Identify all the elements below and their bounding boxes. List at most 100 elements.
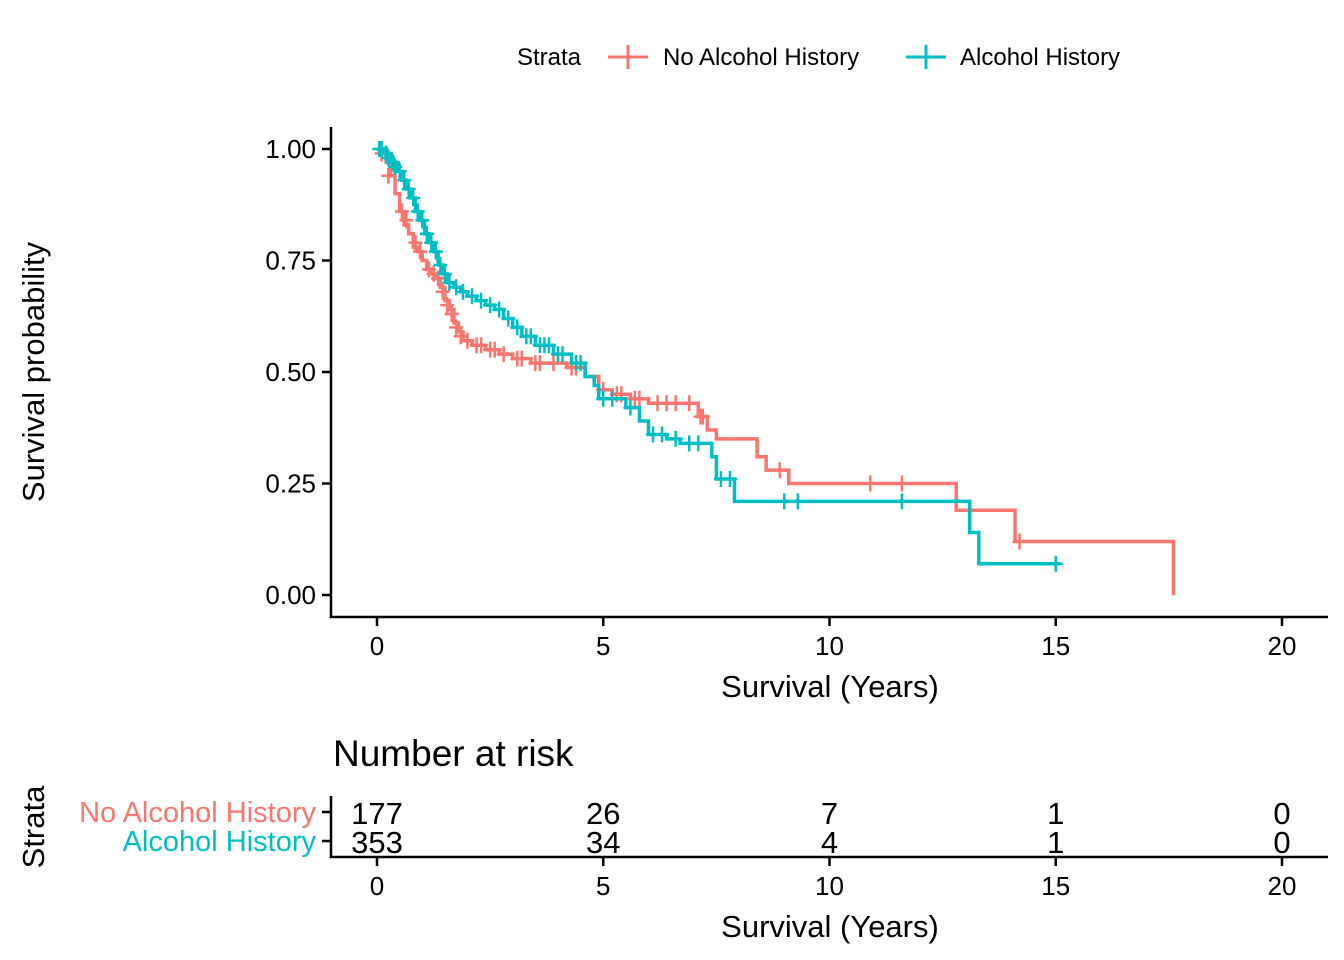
censor-mark [419, 225, 434, 242]
censor-mark [401, 181, 416, 198]
survival-curves [372, 141, 1176, 595]
risk-count: 7 [821, 796, 838, 831]
censor-mark [412, 243, 427, 260]
x-tick-label: 15 [1041, 631, 1070, 661]
risk-count: 1 [1047, 796, 1064, 831]
censor-mark [381, 167, 396, 184]
y-tick-label: 0.75 [265, 246, 316, 276]
risk-x-tick-label: 5 [596, 871, 610, 901]
risk-count: 1 [1047, 825, 1064, 860]
censor-mark [523, 328, 538, 345]
series-line-alcohol-history [377, 147, 1061, 566]
censor-mark [632, 390, 647, 407]
legend-key-alcohol-history [906, 45, 946, 69]
censor-mark [541, 337, 556, 354]
risk-table-strata-name: Alcohol History [123, 826, 317, 858]
censor-mark [399, 212, 414, 229]
censor-mark [790, 493, 805, 510]
censor-mark [605, 390, 620, 407]
censor-mark [668, 430, 683, 447]
x-axis-ticks: 0 5 10 15 20 [370, 617, 1297, 661]
risk-table-strata-name: No Alcohol History [79, 797, 316, 829]
risk-count: 4 [821, 825, 838, 860]
legend: Strata No Alcohol History Alcohol Histor… [517, 44, 1120, 71]
censor-mark [465, 288, 480, 305]
censor-mark [474, 337, 489, 354]
risk-x-tick-label: 10 [815, 871, 844, 901]
legend-key-no-alcohol-history [608, 45, 648, 69]
risk-count: 353 [351, 825, 403, 860]
censor-mark [474, 292, 489, 309]
y-tick-label: 1.00 [265, 134, 316, 164]
censor-mark [492, 301, 507, 318]
censor-mark [668, 395, 683, 412]
censor-mark [433, 256, 448, 273]
risk-table-strata-label: Strata [16, 785, 51, 868]
x-tick-label: 0 [370, 631, 384, 661]
censor-mark [691, 435, 706, 452]
risk-table-x-axis-label: Survival (Years) [721, 909, 939, 944]
y-axis-label: Survival probability [16, 241, 51, 502]
x-tick-label: 20 [1268, 631, 1297, 661]
censor-mark [496, 346, 511, 363]
censor-mark [772, 462, 787, 479]
censor-mark [894, 493, 909, 510]
series-line-no-alcohol-history [377, 147, 1176, 595]
censor-mark [487, 341, 502, 358]
censor-mark [483, 297, 498, 314]
risk-count: 34 [586, 825, 620, 860]
censor-mark [722, 471, 737, 488]
censor-mark [1012, 533, 1027, 550]
censor-mark [424, 234, 439, 251]
censor-mark [555, 346, 570, 363]
censor-mark [514, 350, 529, 367]
risk-count: 0 [1273, 825, 1290, 860]
x-axis-label: Survival (Years) [721, 669, 939, 704]
legend-label-no-alcohol-history: No Alcohol History [663, 44, 859, 71]
censor-mark [394, 203, 409, 220]
censor-mark [695, 408, 710, 425]
censor-mark [682, 395, 697, 412]
censor-mark [415, 212, 430, 229]
censor-mark [406, 190, 421, 207]
censor-mark [894, 475, 909, 492]
censor-mark [1048, 555, 1063, 572]
legend-label-alcohol-history: Alcohol History [960, 44, 1120, 71]
censor-mark [437, 265, 452, 282]
censor-mark [435, 283, 450, 300]
censor-mark [460, 332, 475, 349]
censor-mark [440, 297, 455, 314]
y-tick-label: 0.50 [265, 357, 316, 387]
censor-mark [777, 493, 792, 510]
censor-mark [449, 319, 464, 336]
censor-mark [397, 172, 412, 189]
x-tick-label: 5 [596, 631, 610, 661]
censor-mark [532, 355, 547, 372]
censor-mark [501, 310, 516, 327]
risk-x-tick-label: 0 [370, 871, 384, 901]
y-tick-label: 0.00 [265, 580, 316, 610]
risk-x-tick-label: 15 [1041, 871, 1070, 901]
risk-count: 177 [351, 796, 403, 831]
x-tick-label: 10 [815, 631, 844, 661]
risk-count: 0 [1273, 796, 1290, 831]
censor-mark [410, 203, 425, 220]
risk-table-title: Number at risk [333, 733, 574, 774]
censor-mark [392, 163, 407, 180]
risk-table-x-ticks: 0 5 10 15 20 [370, 857, 1297, 901]
censor-mark [428, 243, 443, 260]
risk-table-rows: No Alcohol History 177 26 7 1 0 Alcohol Histor… [79, 796, 1291, 860]
censor-mark [573, 355, 588, 372]
censor-mark [444, 306, 459, 323]
censor-mark [455, 283, 470, 300]
censor-mark [655, 426, 670, 443]
risk-count: 26 [586, 796, 620, 831]
censor-mark [546, 355, 561, 372]
y-axis-ticks: 0.00 0.25 0.50 0.75 1.00 [265, 134, 331, 610]
censor-mark [863, 475, 878, 492]
y-tick-label: 0.25 [265, 469, 316, 499]
censor-mark [623, 399, 638, 416]
censor-mark [510, 319, 525, 336]
risk-x-tick-label: 20 [1268, 871, 1297, 901]
